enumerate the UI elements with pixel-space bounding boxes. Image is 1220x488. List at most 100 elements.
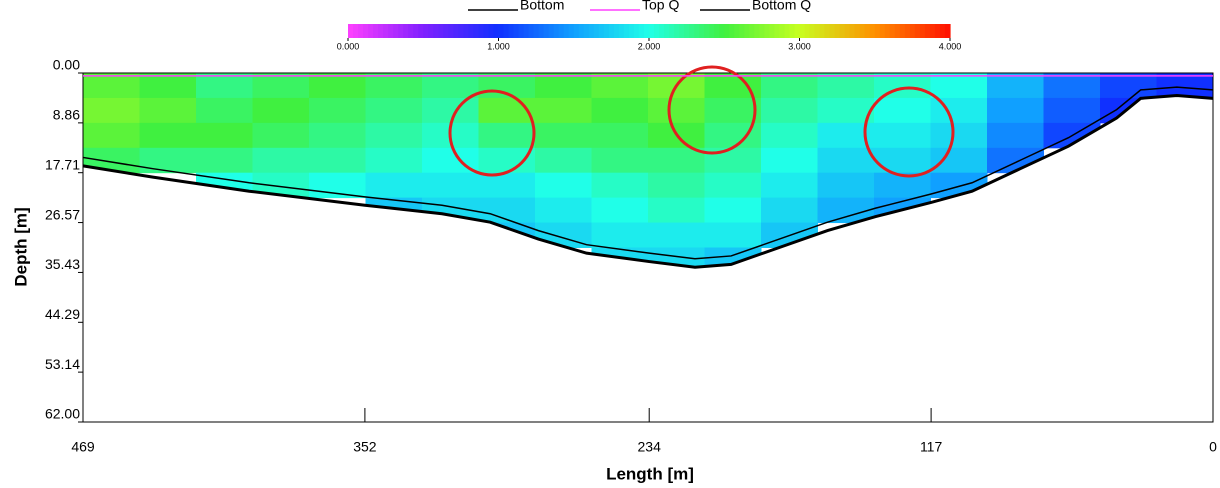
colorbar-segment	[603, 24, 610, 38]
heatmap	[83, 73, 1213, 268]
colorbar-segment	[709, 24, 715, 38]
colorbar-segment	[744, 24, 750, 38]
colorbar-segment	[884, 24, 891, 38]
colorbar-segment	[934, 24, 941, 38]
colorbar-segment	[814, 24, 821, 38]
heatmap-cell	[422, 73, 479, 99]
heatmap-cell	[591, 197, 649, 224]
heatmap-cell	[309, 97, 366, 124]
heatmap-cell	[365, 147, 423, 174]
heatmap-cell	[874, 147, 931, 174]
legend-label: Bottom Q	[752, 0, 811, 13]
heatmap-cell	[987, 122, 1044, 149]
x-tick-label: 117	[920, 439, 943, 455]
colorbar-segment	[849, 24, 856, 38]
heatmap-cell	[591, 147, 649, 174]
y-axis-label: Depth [m]	[11, 207, 30, 286]
heatmap-cell	[365, 97, 423, 124]
heatmap-cell	[1043, 73, 1101, 99]
colorbar-segment	[834, 24, 841, 38]
heatmap-cell	[761, 172, 818, 199]
colorbar-segment	[819, 24, 826, 38]
heatmap-cell	[309, 73, 366, 99]
y-tick-label: 0.00	[53, 57, 80, 73]
colorbar-segment	[844, 24, 851, 38]
colorbar-segment	[894, 24, 901, 38]
colorbar-segment	[669, 24, 675, 38]
colorbar-segment	[944, 24, 951, 38]
heatmap-cell	[478, 147, 536, 174]
colorbar-segment	[638, 24, 645, 38]
heatmap-cell	[591, 73, 649, 99]
colorbar-tick-label: 4.000	[939, 41, 962, 51]
y-tick-label: 35.43	[45, 256, 80, 272]
colorbar-segment	[383, 24, 389, 38]
heatmap-cell	[591, 172, 649, 199]
y-tick-label: 44.29	[45, 306, 80, 322]
heatmap-cell	[648, 222, 705, 248]
colorbar-tick-label: 3.000	[788, 41, 811, 51]
highlight-circle	[448, 89, 536, 177]
colorbar-segment	[664, 24, 670, 38]
colorbar-segment	[418, 24, 424, 38]
heatmap-cell	[591, 222, 649, 248]
heatmap-cell	[535, 197, 592, 224]
colorbar-segment	[373, 24, 379, 38]
heatmap-cell	[874, 97, 931, 124]
x-tick-label: 469	[71, 439, 95, 455]
heatmap-cell	[365, 172, 423, 199]
heatmap-cell	[761, 97, 818, 124]
colorbar-segment	[869, 24, 876, 38]
colorbar-segment	[824, 24, 831, 38]
colorbar-segment	[809, 24, 816, 38]
heatmap-cell	[648, 247, 705, 268]
colorbar-segment	[929, 24, 936, 38]
y-tick-label: 26.57	[45, 206, 80, 222]
colorbar-tick-label: 1.000	[487, 41, 510, 51]
heatmap-cell	[648, 197, 705, 224]
colorbar-segment	[734, 24, 740, 38]
heatmap-cell	[648, 172, 705, 199]
heatmap-cell	[365, 73, 423, 99]
colorbar-segment	[764, 24, 770, 38]
y-tick-label: 53.14	[45, 356, 80, 372]
colorbar-segment	[829, 24, 836, 38]
highlight-circle	[667, 65, 757, 155]
y-tick-label: 17.71	[45, 156, 80, 172]
heatmap-cell	[309, 147, 366, 174]
colorbar-segment	[724, 24, 730, 38]
colorbar-segment	[413, 24, 419, 38]
colorbar-segment	[593, 24, 600, 38]
heatmap-cell	[83, 122, 140, 149]
heatmap-cell	[139, 147, 197, 174]
y-tick-label: 8.86	[53, 107, 80, 123]
heatmap-cell	[422, 172, 479, 199]
heatmap-cell	[648, 147, 705, 174]
heatmap-cell	[930, 147, 988, 174]
colorbar-segment	[909, 24, 916, 38]
colorbar-segment	[633, 24, 640, 38]
colorbar-segment	[628, 24, 635, 38]
colorbar-segment	[774, 24, 781, 38]
colorbar-segment	[533, 24, 540, 38]
heatmap-cell	[648, 97, 705, 124]
colorbar-segment	[899, 24, 906, 38]
colorbar-segment	[558, 24, 565, 38]
heatmap-cell	[704, 97, 762, 124]
heatmap-cell	[704, 247, 762, 268]
colorbar-segment	[528, 24, 535, 38]
heatmap-cell	[139, 122, 197, 149]
colorbar-segment	[754, 24, 760, 38]
plot-frame	[82, 72, 1214, 423]
heatmap-cell	[761, 147, 818, 174]
colorbar-segment	[689, 24, 695, 38]
colorbar-segment	[453, 24, 459, 38]
heatmap-cell	[591, 122, 649, 149]
heatmap-cell	[1043, 97, 1101, 124]
colorbar-segment	[353, 24, 359, 38]
heatmap-cell	[139, 97, 197, 124]
colorbar-segment	[403, 24, 409, 38]
colorbar-segment	[649, 24, 655, 38]
x-tick-label: 234	[638, 439, 662, 455]
